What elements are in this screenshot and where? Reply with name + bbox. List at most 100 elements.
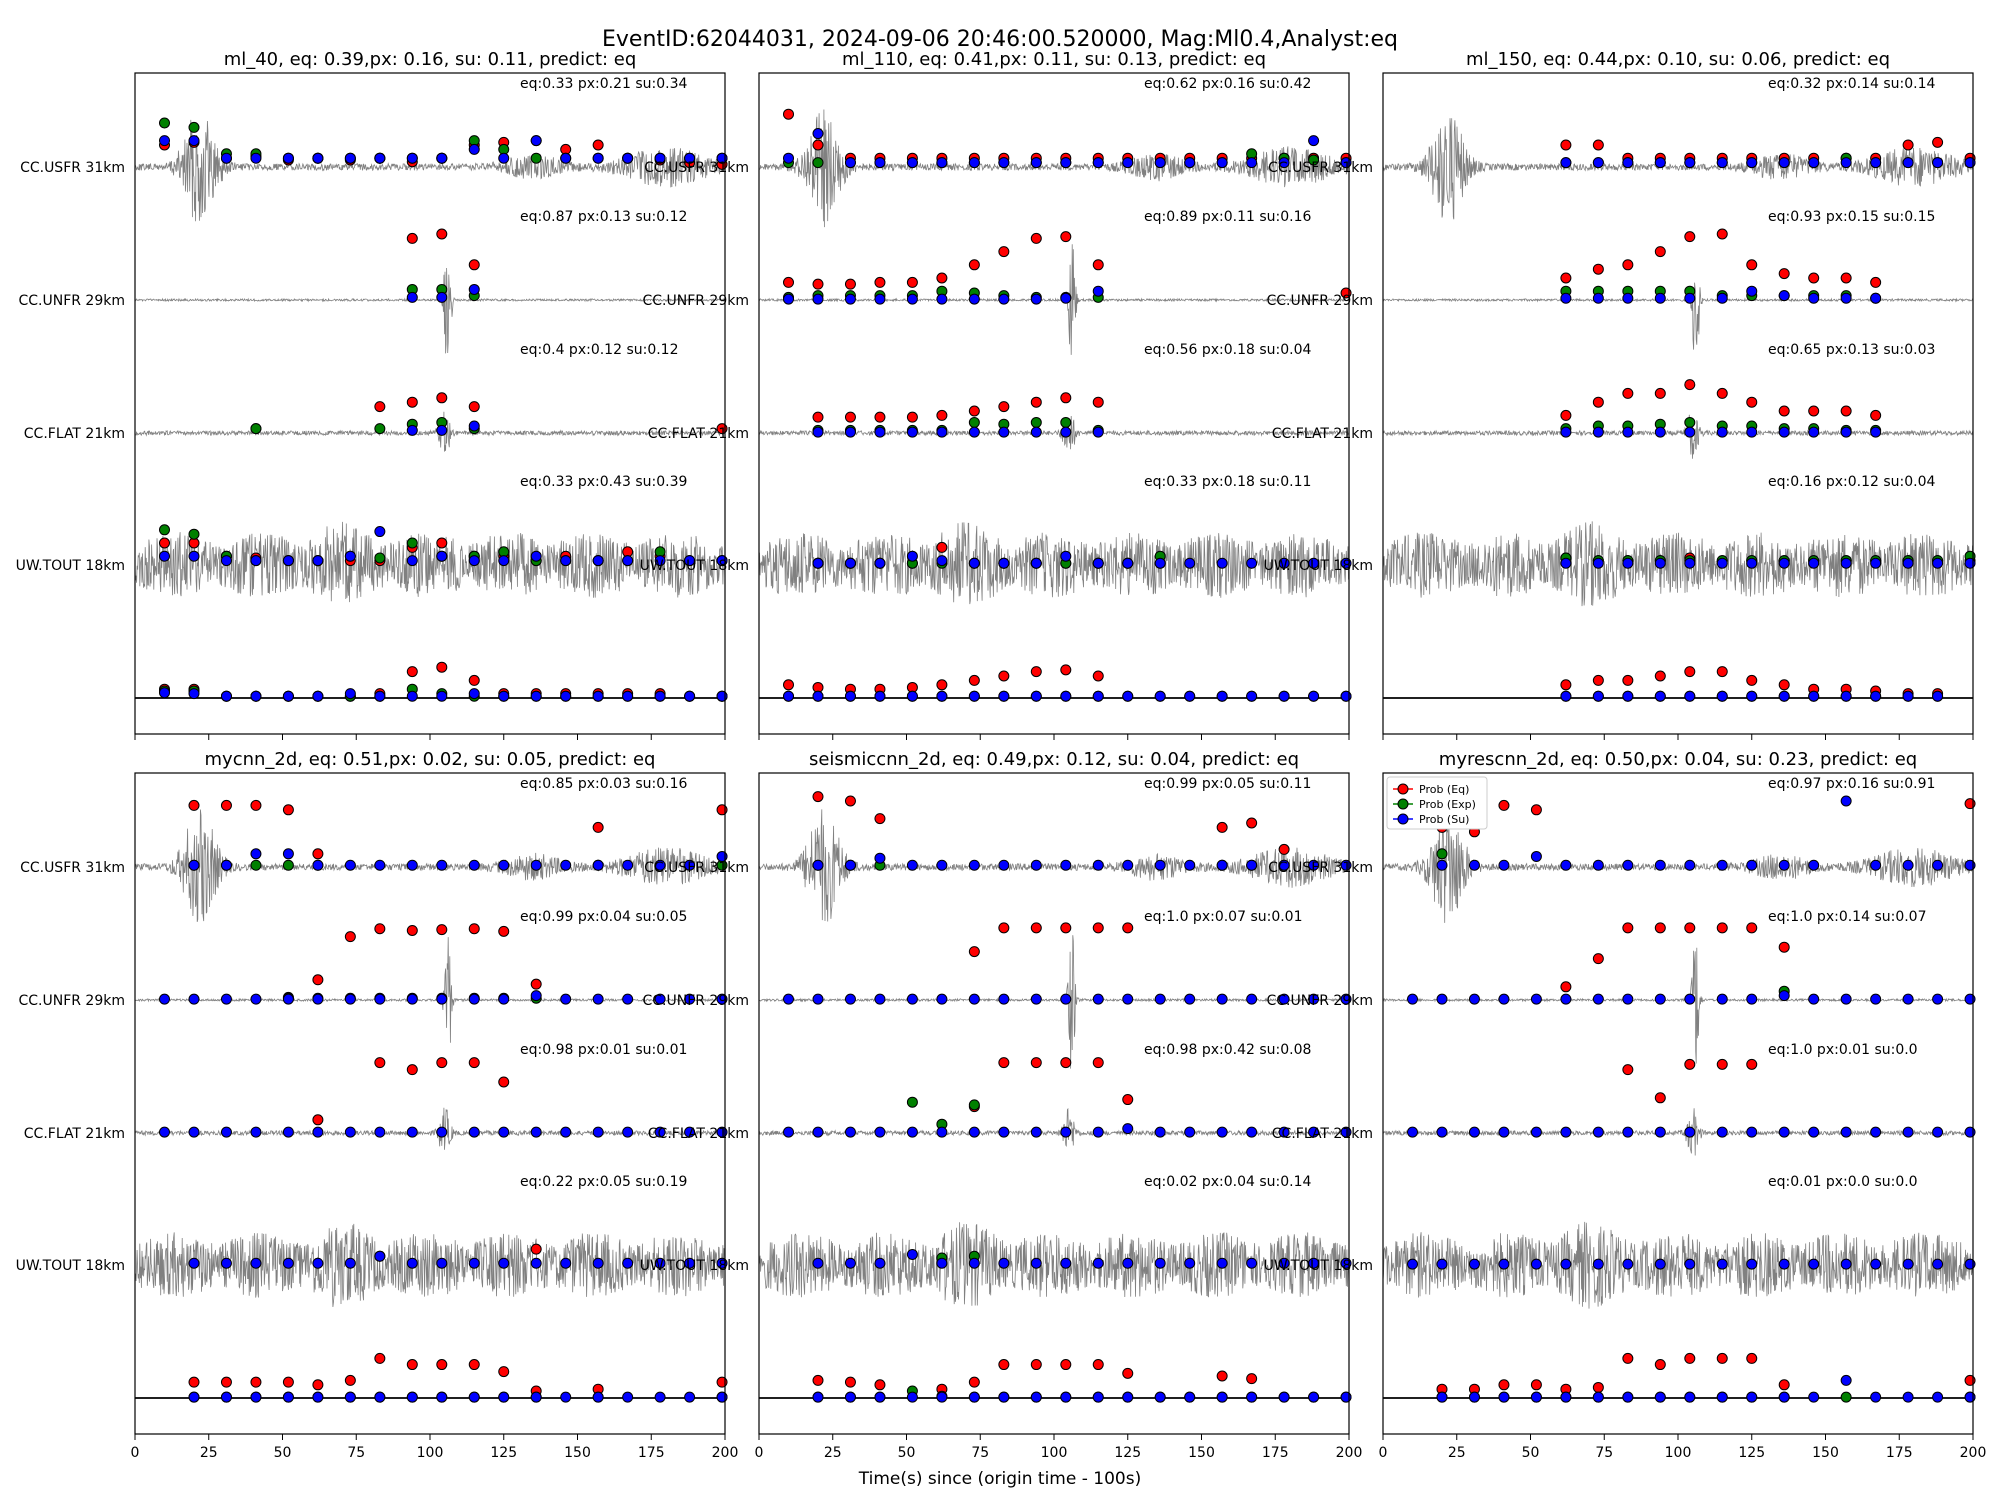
prob-su-marker: [844, 293, 856, 305]
prob-eq-marker: [812, 791, 824, 803]
prob-su-marker: [1154, 993, 1166, 1005]
prob-su-marker: [1716, 557, 1728, 569]
prob-su-marker: [844, 859, 856, 871]
prob-su-marker: [906, 550, 918, 562]
prob-su-marker: [844, 1391, 856, 1403]
prob-su-marker: [344, 1391, 356, 1403]
prob-eq-marker: [1498, 1379, 1510, 1391]
x-tick-label: 175: [1886, 1445, 1913, 1461]
prob-su-marker: [250, 1257, 262, 1269]
prob-su-marker: [344, 859, 356, 871]
prob-eq-marker: [436, 1057, 448, 1069]
panel: ml_110, eq: 0.41,px: 0.11, su: 0.13, pre…: [640, 49, 1352, 740]
x-tick-label: 25: [200, 1445, 218, 1461]
prob-su-marker: [1592, 157, 1604, 169]
prob-su-marker: [1808, 557, 1820, 569]
x-tick-label: 75: [347, 1445, 365, 1461]
prob-su-marker: [1030, 426, 1042, 438]
prob-su-marker: [250, 1126, 262, 1138]
waveform-trace: [134, 267, 726, 354]
prob-su-marker: [560, 993, 572, 1005]
prob-su-marker: [874, 993, 886, 1005]
prob-su-marker: [622, 1257, 634, 1269]
prob-su-marker: [436, 1257, 448, 1269]
prob-su-marker: [374, 1391, 386, 1403]
prob-su-marker: [592, 1257, 604, 1269]
x-tick-label: 125: [1114, 1445, 1141, 1461]
prob-su-marker: [282, 1126, 294, 1138]
prob-su-marker: [1030, 859, 1042, 871]
prob-su-marker: [874, 157, 886, 169]
probability-annotation: eq:0.33 px:0.43 su:0.39: [520, 474, 687, 490]
probability-annotation: eq:0.62 px:0.16 su:0.42: [1144, 76, 1311, 92]
x-tick-label: 25: [824, 1445, 842, 1461]
prob-su-marker: [1870, 1126, 1882, 1138]
prob-eq-marker: [1746, 1058, 1758, 1070]
station-label: CC.FLAT 21km: [24, 1126, 125, 1142]
prob-su-marker: [1154, 557, 1166, 569]
prob-su-marker: [1840, 1258, 1852, 1270]
prob-eq-marker: [344, 1374, 356, 1386]
prob-su-marker: [1122, 690, 1134, 702]
prob-eq-marker: [250, 799, 262, 811]
prob-px-marker: [968, 1099, 980, 1111]
prob-eq-marker: [998, 1359, 1010, 1371]
prob-eq-marker: [783, 276, 794, 288]
probability-annotation: eq:0.65 px:0.13 su:0.03: [1768, 342, 1935, 358]
waveform-trace: [758, 415, 1350, 450]
prob-su-marker: [844, 1257, 856, 1269]
prob-su-marker: [1278, 1391, 1290, 1403]
prob-su-marker: [1468, 859, 1480, 871]
station-label: CC.UNFR 29km: [642, 293, 749, 309]
prob-su-marker: [998, 426, 1010, 438]
prob-eq-marker: [1592, 953, 1604, 965]
prob-su-marker: [1622, 690, 1634, 702]
prob-su-marker: [1122, 1257, 1134, 1269]
prob-su-marker: [1716, 859, 1728, 871]
prob-eq-marker: [530, 978, 542, 990]
x-tick-label: 125: [1738, 1445, 1765, 1461]
prob-su-marker: [406, 1126, 418, 1138]
prob-su-marker: [1716, 993, 1728, 1005]
prob-su-marker: [1092, 859, 1104, 871]
prob-eq-marker: [1808, 272, 1820, 284]
prob-su-marker: [1560, 690, 1572, 702]
prob-su-marker: [1560, 557, 1572, 569]
prob-su-marker: [1468, 1258, 1480, 1270]
prob-su-marker: [622, 1126, 634, 1138]
panel-frame: [134, 72, 726, 735]
prob-su-marker: [592, 1126, 604, 1138]
prob-eq-marker: [1840, 405, 1852, 417]
waveform-trace: [134, 411, 726, 452]
prob-su-marker: [1746, 859, 1758, 871]
prob-su-marker: [1184, 993, 1196, 1005]
prob-eq-marker: [1030, 1057, 1042, 1069]
x-tick-label: 150: [1188, 1445, 1215, 1461]
prob-su-marker: [874, 852, 886, 864]
x-tick-label: 0: [131, 1445, 140, 1461]
prob-su-marker: [188, 135, 200, 147]
prob-su-marker: [684, 1126, 696, 1138]
prob-su-marker: [1030, 1257, 1042, 1269]
prob-su-marker: [250, 152, 262, 164]
prob-eq-marker: [312, 1379, 324, 1391]
prob-eq-marker: [1622, 922, 1634, 934]
prob-su-marker: [374, 1250, 386, 1262]
waveform-trace: [1382, 118, 1974, 220]
prob-eq-marker: [220, 1376, 232, 1388]
prob-su-marker: [998, 157, 1010, 169]
prob-eq-marker: [374, 1352, 386, 1364]
prob-su-marker: [1592, 1258, 1604, 1270]
prob-su-marker: [812, 690, 824, 702]
prob-eq-marker: [998, 670, 1010, 682]
prob-su-marker: [998, 293, 1010, 305]
prob-su-marker: [844, 157, 856, 169]
waveform-trace: [758, 244, 1350, 355]
prob-su-marker: [1184, 1126, 1196, 1138]
waveform-trace: [134, 809, 726, 922]
prob-su-marker: [1060, 1126, 1072, 1138]
prob-su-marker: [1778, 1126, 1790, 1138]
prob-eq-marker: [998, 401, 1010, 413]
prob-eq-marker: [1246, 1373, 1258, 1385]
prob-eq-marker: [498, 1076, 510, 1088]
